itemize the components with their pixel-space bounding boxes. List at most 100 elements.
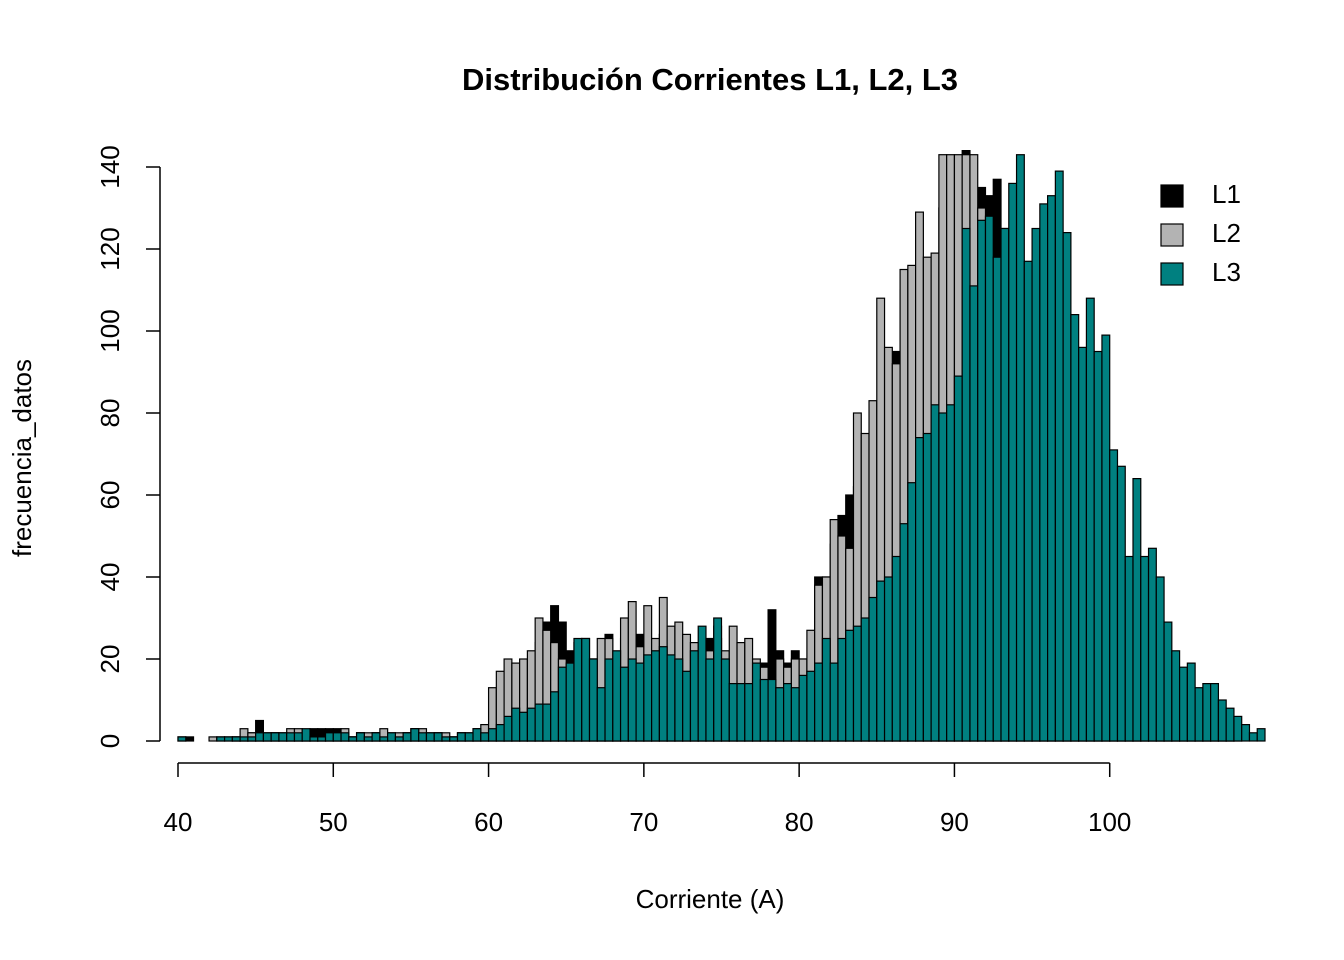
bar: [503, 715, 513, 742]
bar: [736, 682, 746, 742]
bar: [915, 437, 924, 742]
bar: [1070, 314, 1080, 742]
bar: [814, 662, 824, 742]
legend-label: L2: [1212, 218, 1241, 248]
bar: [588, 658, 598, 742]
bar: [185, 736, 195, 742]
bar: [1000, 227, 1010, 742]
bar: [635, 662, 645, 742]
bar: [1147, 547, 1157, 742]
bar: [1008, 182, 1018, 742]
bar: [1101, 334, 1111, 742]
bar: [1225, 707, 1235, 742]
bar: [790, 687, 800, 742]
bar: [728, 682, 738, 742]
bar: [573, 637, 583, 742]
bar: [433, 732, 443, 742]
bar: [930, 404, 940, 742]
bar: [751, 662, 761, 742]
y-tick-label: 80: [95, 399, 125, 428]
bar: [619, 666, 629, 742]
bar: [977, 219, 987, 742]
bar: [891, 555, 901, 742]
bar: [961, 227, 971, 742]
bar: [705, 658, 715, 742]
bar: [262, 732, 272, 742]
bar: [557, 666, 567, 742]
bar: [837, 637, 847, 742]
bar: [278, 732, 288, 742]
bar: [744, 682, 754, 742]
bar: [1062, 232, 1072, 742]
bar: [922, 432, 932, 742]
bar: [946, 404, 956, 742]
bar: [1233, 715, 1243, 742]
x-tick-label: 80: [785, 807, 814, 837]
bar: [1132, 478, 1142, 742]
bar: [247, 736, 257, 742]
bar: [1140, 555, 1150, 742]
bar: [1155, 576, 1165, 742]
bar: [348, 736, 358, 742]
bar: [565, 662, 575, 742]
bar: [643, 654, 653, 742]
bar: [666, 654, 676, 742]
bar: [1186, 662, 1196, 742]
bar: [969, 285, 979, 742]
bar: [425, 732, 435, 742]
bar: [223, 736, 233, 742]
bar: [1256, 728, 1266, 742]
bar: [1085, 297, 1095, 742]
bars: [177, 150, 1266, 742]
bar: [1248, 732, 1258, 742]
bar: [783, 682, 792, 742]
bar: [495, 723, 505, 742]
bar: [806, 670, 816, 742]
legend-label: L1: [1212, 179, 1241, 209]
bar: [363, 736, 373, 742]
bar: [286, 732, 296, 742]
bar: [852, 625, 862, 742]
legend-swatch: [1160, 184, 1184, 208]
bar: [581, 637, 591, 742]
bar: [1046, 195, 1056, 742]
bar: [1217, 699, 1227, 742]
bar: [938, 412, 948, 742]
bar: [371, 732, 381, 742]
legend-label: L3: [1212, 257, 1241, 287]
bar: [829, 662, 839, 742]
bar: [775, 687, 785, 742]
bar: [208, 736, 218, 742]
bar: [612, 650, 622, 742]
bar: [511, 707, 521, 742]
bar: [697, 625, 707, 742]
legend-swatch: [1160, 223, 1184, 247]
x-tick-label: 100: [1088, 807, 1131, 837]
bar: [293, 732, 303, 742]
bar: [216, 736, 226, 742]
y-tick-label: 60: [95, 481, 125, 510]
bar: [456, 732, 466, 742]
bar: [487, 728, 497, 742]
bar: [713, 617, 723, 742]
bar: [992, 256, 1002, 742]
bar: [1210, 682, 1220, 742]
bar: [231, 736, 241, 742]
bar: [239, 736, 249, 742]
bar: [542, 703, 552, 742]
bar: [1039, 203, 1049, 742]
bar: [301, 728, 311, 742]
bar: [387, 732, 396, 742]
bar: [1109, 449, 1119, 742]
x-tick-label: 70: [629, 807, 658, 837]
bar: [845, 629, 855, 742]
x-tick-label: 50: [319, 807, 348, 837]
bar: [410, 728, 420, 742]
x-axis-label: Corriente (A): [636, 884, 785, 914]
bar: [1054, 170, 1064, 742]
bar: [1093, 350, 1103, 742]
bar: [596, 687, 606, 742]
bar: [332, 732, 342, 742]
bar: [689, 650, 699, 742]
